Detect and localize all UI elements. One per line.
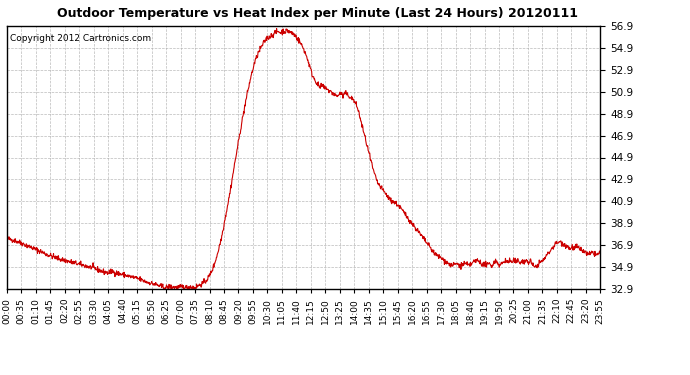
Text: Copyright 2012 Cartronics.com: Copyright 2012 Cartronics.com: [10, 34, 151, 43]
Text: Outdoor Temperature vs Heat Index per Minute (Last 24 Hours) 20120111: Outdoor Temperature vs Heat Index per Mi…: [57, 8, 578, 21]
